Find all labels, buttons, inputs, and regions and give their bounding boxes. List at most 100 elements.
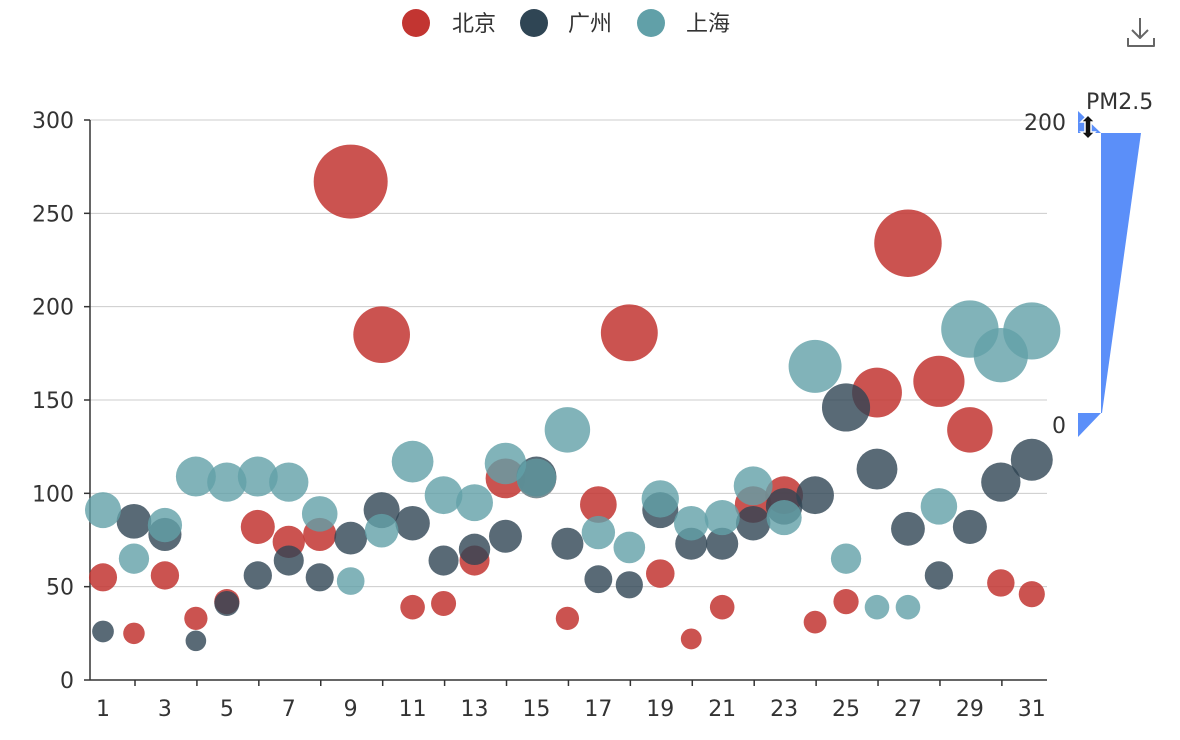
- bubble-beijing[interactable]: [600, 304, 658, 362]
- bubble-beijing[interactable]: [353, 306, 410, 364]
- bubble-beijing[interactable]: [987, 569, 1015, 597]
- bubble-guangzhou[interactable]: [334, 521, 368, 555]
- bubble-beijing[interactable]: [580, 486, 617, 523]
- bubble-shanghai[interactable]: [920, 488, 958, 525]
- bubble-shanghai[interactable]: [864, 594, 890, 620]
- bubble-guangzhou[interactable]: [891, 511, 925, 546]
- bubble-beijing[interactable]: [400, 594, 425, 620]
- bubble-guangzhou[interactable]: [92, 620, 114, 643]
- legend-item-guangzhou[interactable]: 广州: [520, 9, 612, 37]
- x-tick-label: 9: [344, 697, 358, 722]
- bubble-guangzhou[interactable]: [981, 462, 1021, 502]
- bubble-shanghai[interactable]: [207, 462, 247, 502]
- bubble-beijing[interactable]: [431, 590, 457, 616]
- x-tick-label: 31: [1018, 697, 1046, 722]
- bubble-shanghai[interactable]: [830, 543, 862, 574]
- bubble-shanghai[interactable]: [544, 407, 591, 453]
- visual-map-bottom-handle[interactable]: [1078, 413, 1101, 437]
- bubble-shanghai[interactable]: [788, 339, 842, 393]
- bubble-shanghai[interactable]: [269, 462, 309, 502]
- bubble-beijing[interactable]: [240, 509, 275, 544]
- bubble-shanghai[interactable]: [456, 484, 493, 522]
- bubble-shanghai[interactable]: [237, 456, 278, 497]
- bubble-shanghai[interactable]: [1003, 302, 1061, 360]
- visual-map[interactable]: PM2.5 200 0: [1024, 90, 1153, 439]
- x-tick-label: 5: [220, 697, 234, 722]
- bubble-beijing[interactable]: [680, 628, 702, 650]
- bubble-guangzhou[interactable]: [395, 505, 430, 541]
- bubble-shanghai[interactable]: [84, 492, 122, 529]
- legend-item-shanghai[interactable]: 上海: [637, 9, 730, 37]
- bubble-beijing[interactable]: [709, 594, 735, 620]
- bubble-shanghai[interactable]: [674, 505, 709, 541]
- bubble-shanghai[interactable]: [895, 594, 921, 620]
- bubble-guangzhou[interactable]: [924, 561, 954, 590]
- bubble-guangzhou[interactable]: [856, 448, 898, 490]
- bubble-shanghai[interactable]: [613, 531, 646, 564]
- bubble-beijing[interactable]: [646, 559, 675, 588]
- bubble-beijing[interactable]: [803, 610, 827, 634]
- bubble-shanghai[interactable]: [336, 567, 365, 595]
- bubble-guangzhou[interactable]: [116, 503, 152, 539]
- bubble-guangzhou[interactable]: [428, 545, 459, 576]
- bubble-shanghai[interactable]: [484, 442, 527, 485]
- bubble-shanghai[interactable]: [364, 513, 399, 548]
- bubble-beijing[interactable]: [88, 563, 118, 592]
- bubble-guangzhou[interactable]: [185, 630, 207, 652]
- bubble-shanghai[interactable]: [516, 458, 557, 499]
- download-icon[interactable]: [1122, 12, 1158, 48]
- bubble-shanghai[interactable]: [641, 480, 679, 518]
- bubble-shanghai[interactable]: [147, 507, 183, 543]
- bubble-guangzhou[interactable]: [273, 545, 304, 576]
- bubble-beijing[interactable]: [1018, 581, 1045, 608]
- bubble-beijing[interactable]: [833, 588, 859, 615]
- bubble-beijing[interactable]: [123, 622, 145, 645]
- bubble-guangzhou[interactable]: [706, 527, 739, 560]
- bubble-shanghai[interactable]: [118, 543, 150, 574]
- bubble-guangzhou[interactable]: [952, 509, 987, 544]
- bubble-guangzhou[interactable]: [1010, 438, 1053, 481]
- x-axis: 1 3 5 7 9 11 13 15 17 19 21 23 25 27 29 31: [96, 680, 1046, 722]
- x-tick-label: 23: [770, 697, 798, 722]
- bubble-guangzhou[interactable]: [821, 383, 871, 432]
- bubble-guangzhou[interactable]: [458, 533, 491, 566]
- bubble-guangzhou[interactable]: [615, 571, 643, 599]
- bubble-beijing[interactable]: [913, 355, 965, 407]
- bubble-guangzhou[interactable]: [796, 476, 834, 515]
- legend-item-beijing[interactable]: 北京: [402, 9, 496, 37]
- bubble-shanghai[interactable]: [301, 496, 338, 532]
- y-tick-label: 300: [32, 109, 74, 134]
- bubble-shanghai[interactable]: [704, 500, 740, 536]
- bubble-shanghai[interactable]: [391, 440, 434, 483]
- legend-marker-shanghai: [637, 9, 665, 37]
- bubble-beijing[interactable]: [313, 144, 388, 219]
- x-tick-label: 19: [646, 697, 674, 722]
- y-tick-label: 150: [32, 389, 74, 414]
- visual-map-range-bar[interactable]: [1101, 133, 1141, 413]
- bubble-guangzhou[interactable]: [214, 590, 240, 616]
- bubble-shanghai[interactable]: [175, 456, 216, 497]
- bubble-guangzhou[interactable]: [243, 561, 272, 590]
- y-tick-label: 50: [46, 576, 74, 601]
- bubble-shanghai[interactable]: [766, 500, 802, 536]
- x-tick-label: 7: [282, 697, 296, 722]
- bubble-shanghai[interactable]: [581, 515, 616, 550]
- bubble-guangzhou[interactable]: [489, 519, 522, 553]
- bubble-beijing[interactable]: [184, 606, 208, 631]
- y-axis: 0 50 100 150 200 250 300: [32, 109, 90, 694]
- bubble-guangzhou[interactable]: [305, 563, 334, 592]
- bubble-beijing[interactable]: [150, 561, 180, 590]
- bubble-guangzhou[interactable]: [735, 505, 771, 541]
- bubble-beijing[interactable]: [947, 407, 993, 453]
- bubble-beijing[interactable]: [555, 606, 580, 631]
- x-tick-label: 29: [956, 697, 984, 722]
- x-tick-label: 13: [461, 697, 489, 722]
- bubble-guangzhou[interactable]: [584, 565, 613, 594]
- resize-vertical-icon[interactable]: [1079, 113, 1097, 141]
- bubble-beijing[interactable]: [874, 209, 942, 277]
- bubble-shanghai[interactable]: [424, 476, 463, 515]
- bubble-shanghai[interactable]: [733, 466, 773, 506]
- visual-map-max-label: 200: [1024, 111, 1066, 136]
- bubble-guangzhou[interactable]: [551, 527, 584, 560]
- y-tick-label: 100: [32, 482, 74, 507]
